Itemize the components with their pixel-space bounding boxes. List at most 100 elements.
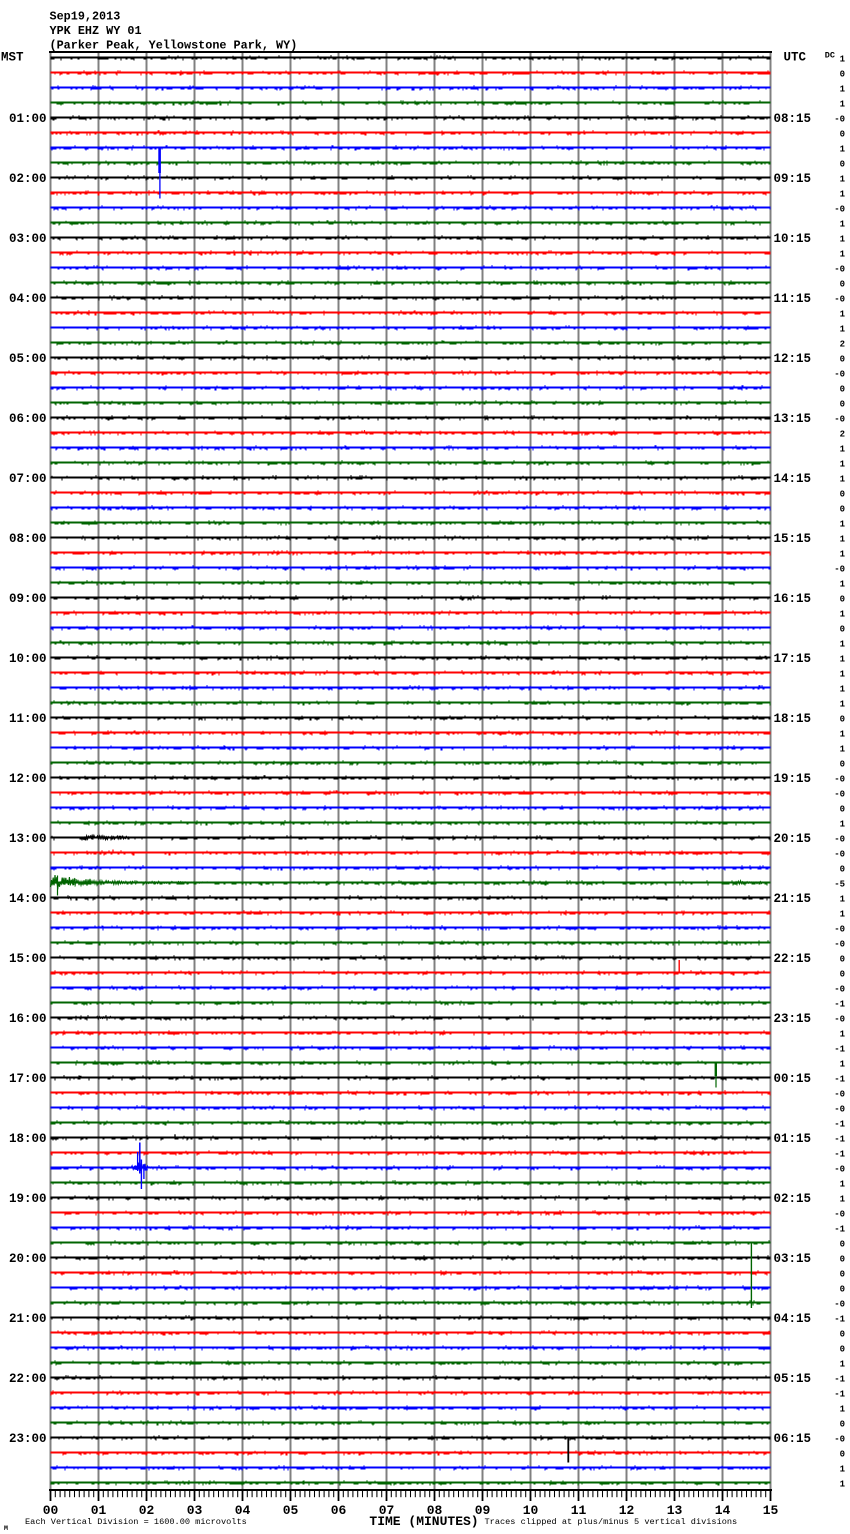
svg-text:1: 1	[840, 220, 846, 230]
svg-text:-0: -0	[834, 1105, 845, 1115]
svg-text:-1: -1	[834, 1045, 845, 1055]
svg-text:0: 0	[840, 400, 845, 410]
svg-text:16:15: 16:15	[774, 592, 812, 606]
svg-text:-0: -0	[834, 835, 845, 845]
svg-text:0: 0	[840, 490, 845, 500]
svg-text:08:15: 08:15	[774, 112, 812, 126]
svg-text:12: 12	[619, 1503, 635, 1518]
svg-text:11:00: 11:00	[9, 712, 47, 726]
svg-text:17:00: 17:00	[9, 1072, 47, 1086]
svg-text:02: 02	[139, 1503, 155, 1518]
svg-text:-0: -0	[834, 1090, 845, 1100]
svg-text:1: 1	[840, 310, 846, 320]
svg-text:1: 1	[840, 700, 846, 710]
svg-text:YPK EHZ WY 01: YPK EHZ WY 01	[50, 24, 142, 38]
svg-text:20:00: 20:00	[9, 1252, 47, 1266]
svg-text:1: 1	[840, 640, 846, 650]
svg-text:15:15: 15:15	[774, 532, 812, 546]
svg-text:-1: -1	[834, 1000, 845, 1010]
svg-text:MST: MST	[1, 51, 24, 65]
svg-text:Sep19,2013: Sep19,2013	[50, 10, 121, 24]
svg-text:1: 1	[840, 1480, 846, 1490]
svg-text:02:00: 02:00	[9, 172, 47, 186]
svg-text:1: 1	[840, 190, 846, 200]
svg-text:-1: -1	[834, 1225, 845, 1235]
svg-text:-0: -0	[834, 940, 845, 950]
svg-text:0: 0	[840, 1450, 845, 1460]
svg-text:11: 11	[571, 1503, 587, 1518]
svg-text:23:15: 23:15	[774, 1012, 812, 1026]
svg-text:0: 0	[840, 760, 845, 770]
svg-text:05:00: 05:00	[9, 352, 47, 366]
svg-text:(Parker Peak, Yellowstone Park: (Parker Peak, Yellowstone Park, WY)	[50, 39, 298, 53]
svg-text:04:15: 04:15	[774, 1312, 812, 1326]
svg-text:1: 1	[840, 1195, 846, 1205]
svg-text:-1: -1	[834, 1120, 845, 1130]
svg-text:1: 1	[840, 895, 846, 905]
svg-text:12:15: 12:15	[774, 352, 812, 366]
svg-text:-1: -1	[834, 1390, 845, 1400]
svg-text:-0: -0	[834, 985, 845, 995]
svg-text:21:00: 21:00	[9, 1312, 47, 1326]
svg-text:-0: -0	[834, 1165, 845, 1175]
svg-text:2: 2	[840, 430, 845, 440]
svg-text:-0: -0	[834, 115, 845, 125]
svg-text:22:15: 22:15	[774, 952, 812, 966]
svg-text:1: 1	[840, 550, 846, 560]
svg-text:1: 1	[840, 55, 846, 65]
svg-text:13: 13	[667, 1503, 683, 1518]
svg-text:0: 0	[840, 385, 845, 395]
svg-text:-1: -1	[834, 1135, 845, 1145]
svg-text:1: 1	[840, 1060, 846, 1070]
svg-text:08:00: 08:00	[9, 532, 47, 546]
svg-text:0: 0	[840, 130, 845, 140]
svg-text:-0: -0	[834, 790, 845, 800]
svg-text:00:15: 00:15	[774, 1072, 812, 1086]
svg-text:0: 0	[840, 1420, 845, 1430]
svg-text:1: 1	[840, 445, 846, 455]
svg-text:15: 15	[763, 1503, 779, 1518]
svg-text:1: 1	[840, 670, 846, 680]
svg-text:0: 0	[840, 1330, 845, 1340]
svg-text:-0: -0	[834, 565, 845, 575]
svg-text:10:00: 10:00	[9, 652, 47, 666]
svg-text:10: 10	[523, 1503, 539, 1518]
svg-text:1: 1	[840, 820, 846, 830]
svg-text:0: 0	[840, 1285, 845, 1295]
svg-text:03: 03	[187, 1503, 203, 1518]
svg-text:TIME (MINUTES): TIME (MINUTES)	[369, 1514, 478, 1529]
svg-text:06: 06	[331, 1503, 347, 1518]
svg-text:-0: -0	[834, 370, 845, 380]
svg-text:1: 1	[840, 1465, 846, 1475]
svg-text:0: 0	[840, 1345, 845, 1355]
svg-text:0: 0	[840, 280, 845, 290]
svg-text:14:00: 14:00	[9, 892, 47, 906]
svg-text:08: 08	[427, 1503, 443, 1518]
svg-text:Traces clipped at plus/minus 5: Traces clipped at plus/minus 5 vertical …	[485, 1517, 738, 1527]
svg-text:1: 1	[840, 730, 846, 740]
svg-text:1: 1	[840, 145, 846, 155]
svg-text:0: 0	[840, 505, 845, 515]
svg-text:19:15: 19:15	[774, 772, 812, 786]
svg-text:12:00: 12:00	[9, 772, 47, 786]
svg-text:1: 1	[840, 475, 846, 485]
svg-text:17:15: 17:15	[774, 652, 812, 666]
svg-text:-0: -0	[834, 295, 845, 305]
svg-text:13:00: 13:00	[9, 832, 47, 846]
svg-text:1: 1	[840, 745, 846, 755]
svg-text:-1: -1	[834, 1075, 845, 1085]
svg-text:0: 0	[840, 70, 845, 80]
svg-text:0: 0	[840, 595, 845, 605]
svg-text:0: 0	[840, 1240, 845, 1250]
svg-text:-0: -0	[834, 415, 845, 425]
svg-text:-1: -1	[834, 1315, 845, 1325]
svg-text:1: 1	[840, 325, 846, 335]
svg-text:10:15: 10:15	[774, 232, 812, 246]
svg-text:1: 1	[840, 580, 846, 590]
svg-text:22:00: 22:00	[9, 1372, 47, 1386]
svg-text:-5: -5	[834, 880, 845, 890]
svg-text:1: 1	[840, 1405, 846, 1415]
svg-text:06:15: 06:15	[774, 1432, 812, 1446]
svg-text:00: 00	[43, 1503, 59, 1518]
svg-text:-0: -0	[834, 850, 845, 860]
